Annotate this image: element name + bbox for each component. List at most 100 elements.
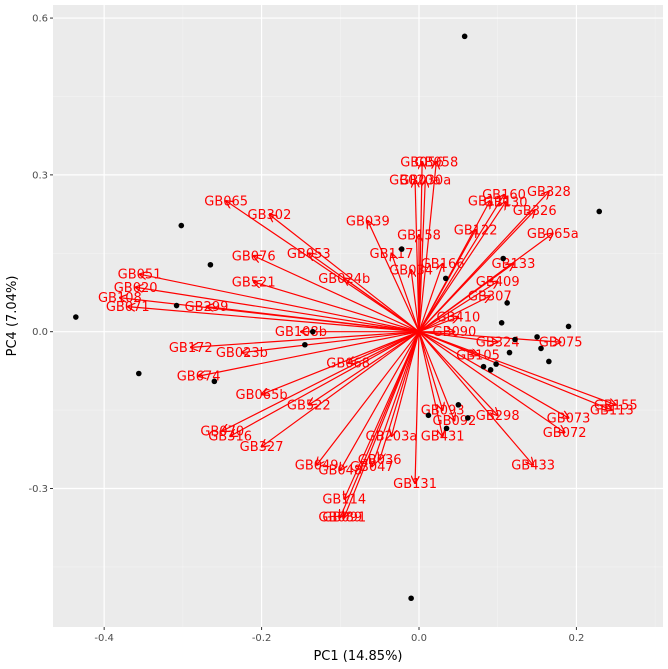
loading-arrow	[254, 256, 420, 333]
loading-arrow	[254, 282, 420, 333]
loading-arrow	[391, 331, 420, 437]
loading-label: GB131	[393, 477, 437, 492]
loading-arrow	[418, 331, 498, 342]
loading-label: GB056	[400, 155, 444, 170]
loading-arrow	[222, 331, 420, 431]
loading-label: GB410	[436, 311, 480, 326]
x-tick-label: -0.4	[94, 633, 114, 644]
score-point	[211, 378, 218, 385]
loading-label: GB089	[318, 511, 362, 526]
loading-arrow	[368, 221, 420, 332]
x-axis-title: PC1 (14.85%)	[313, 649, 402, 664]
loading-arrow	[418, 230, 476, 332]
score-point	[546, 358, 552, 365]
loading-label: GB065b	[236, 388, 288, 403]
loading-arrow	[309, 331, 420, 405]
loading-arrow	[344, 331, 420, 518]
score-point	[506, 349, 513, 356]
loading-arrow	[418, 202, 506, 333]
loading-arrow	[226, 201, 420, 333]
score-point	[465, 415, 471, 421]
loading-label: GB203a	[366, 430, 418, 445]
loading-label: GB302	[248, 208, 292, 223]
loading-arrows	[120, 162, 616, 517]
loading-label: GB160	[482, 188, 526, 203]
loading-arrow	[418, 195, 504, 332]
y-tick-label: 0.0	[32, 327, 48, 338]
score-point	[487, 367, 494, 373]
loading-label: GB327	[240, 440, 284, 455]
loading-arrow	[418, 331, 565, 433]
loading-label: GB091	[322, 511, 366, 526]
score-point	[443, 425, 450, 432]
loading-label: GB122	[454, 223, 498, 238]
loading-arrow	[230, 331, 420, 437]
loading-labels: GB056GB058GB020aGB030aGB328GB160GB111GB1…	[98, 155, 638, 525]
loading-label: GB328	[527, 185, 571, 200]
loading-label: GB113	[590, 404, 634, 419]
loading-arrow	[418, 317, 458, 333]
loading-arrow	[380, 331, 420, 460]
loading-label: GB130	[484, 196, 528, 211]
loading-arrow	[340, 331, 420, 471]
x-tick-label: 0.0	[411, 633, 427, 644]
loading-label: GB073	[547, 411, 591, 426]
loading-label: GB051	[118, 268, 162, 283]
loading-arrow	[418, 331, 454, 421]
score-point	[504, 300, 510, 306]
x-tick-label: 0.2	[568, 633, 584, 644]
loading-label: GB020a	[389, 174, 441, 189]
score-point	[596, 208, 603, 215]
score-point	[538, 345, 544, 352]
score-point	[442, 275, 449, 282]
score-point	[455, 402, 462, 408]
score-point	[425, 412, 432, 419]
loading-arrow	[418, 296, 490, 333]
loading-label: GB049	[295, 458, 339, 473]
loading-label: GB105	[456, 349, 500, 364]
loading-label: GB024b	[318, 272, 370, 287]
loading-arrow	[317, 331, 420, 465]
score-points	[73, 33, 603, 602]
score-point	[178, 222, 185, 229]
loading-arrow	[372, 331, 420, 467]
score-point	[135, 370, 142, 377]
loading-label: GB023b	[216, 346, 268, 361]
loading-label: GB036	[358, 453, 402, 468]
y-tick-label: 0.3	[32, 170, 48, 181]
loading-label: GB076	[232, 249, 276, 264]
loading-arrow	[418, 180, 425, 332]
loading-arrow	[418, 331, 443, 410]
loading-label: GB058	[414, 155, 458, 170]
loading-arrow	[344, 278, 420, 333]
loading-label: GB053	[287, 247, 331, 262]
loading-label: GB172	[169, 341, 213, 356]
loading-label: GB048	[318, 464, 362, 479]
loading-arrow	[411, 270, 420, 332]
loading-label: GB316	[208, 430, 252, 445]
loading-label: GB155	[594, 398, 638, 413]
loading-arrow	[418, 210, 535, 333]
loading-label: GB307	[468, 290, 512, 305]
loading-label: GB299	[185, 300, 229, 315]
loading-arrow	[418, 331, 533, 465]
loading-label: GB431	[421, 430, 465, 445]
score-point	[173, 302, 180, 309]
loading-label: GB071	[106, 300, 150, 315]
loading-label: GB158	[397, 228, 441, 243]
loading-label: GB522	[287, 398, 331, 413]
loading-label: GB070	[200, 424, 244, 439]
loading-arrow	[418, 331, 569, 418]
score-point	[480, 363, 487, 370]
loading-label: GB674	[177, 370, 221, 385]
loading-label: GB298	[476, 409, 520, 424]
score-point	[534, 334, 540, 340]
loading-label: GB065	[204, 195, 248, 210]
plot-panel	[53, 5, 663, 627]
y-tick-label: 0.6	[32, 14, 48, 25]
grid-minor	[53, 5, 663, 627]
x-axis-ticks: -0.4 -0.2 0.0 0.2	[94, 627, 584, 644]
score-point	[207, 261, 214, 268]
loading-label: GB047	[350, 460, 394, 475]
loading-label: GB166	[421, 257, 465, 272]
